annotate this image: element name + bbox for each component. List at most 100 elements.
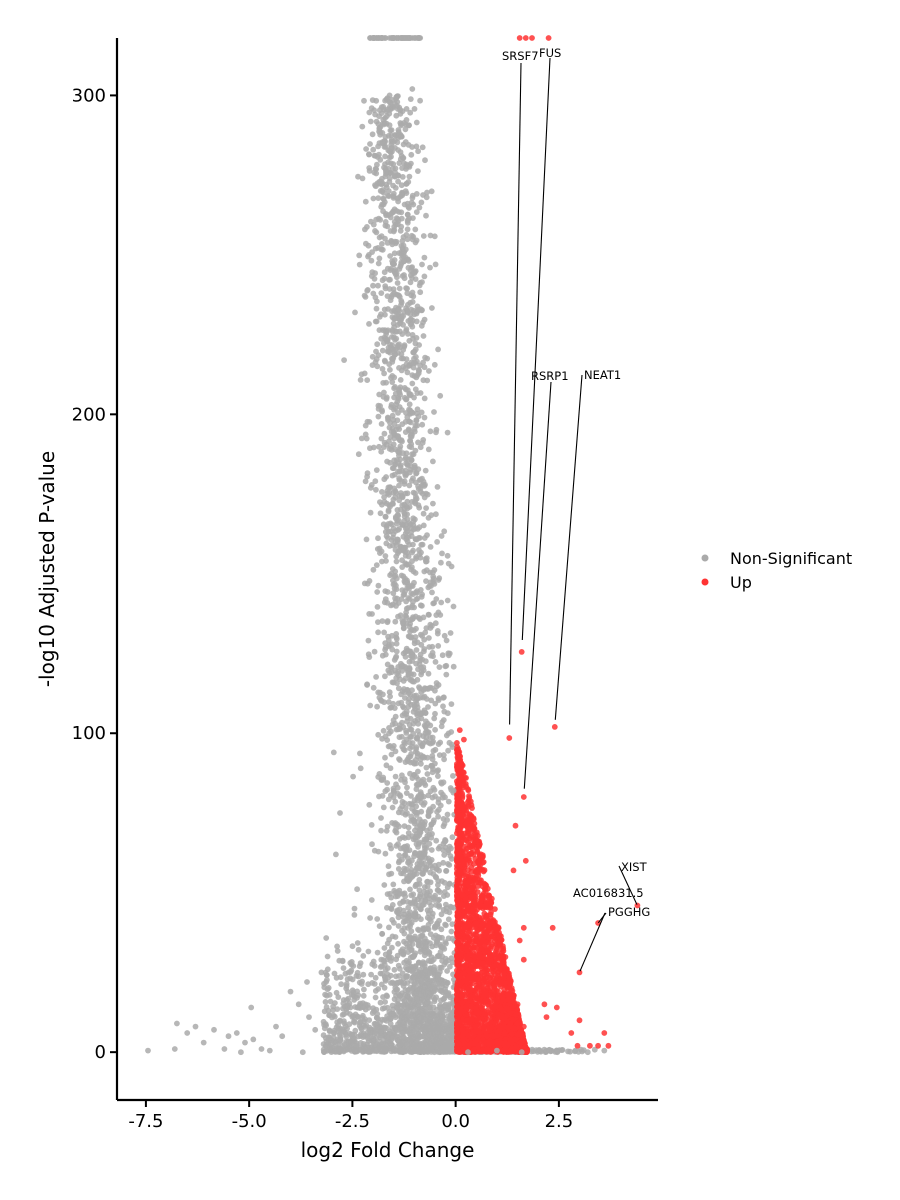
non-significant-point [416, 282, 423, 289]
non-significant-point [386, 122, 393, 129]
non-significant-point [403, 471, 410, 478]
non-significant-point [396, 426, 403, 432]
non-significant-point [381, 139, 388, 146]
non-significant-point [325, 985, 332, 991]
non-significant-point [424, 754, 431, 761]
non-significant-point [387, 127, 394, 134]
non-significant-point [396, 160, 403, 167]
non-significant-point [408, 391, 414, 398]
non-significant-point [418, 1047, 425, 1054]
non-significant-point [383, 533, 390, 539]
non-significant-point [390, 465, 397, 472]
non-significant-point [390, 679, 397, 686]
non-significant-point [343, 983, 350, 989]
non-significant-point [372, 245, 379, 252]
non-significant-point [420, 1041, 426, 1048]
non-significant-point [334, 948, 341, 954]
non-significant-point [409, 941, 416, 947]
non-significant-point [418, 541, 425, 548]
non-significant-point [442, 986, 448, 992]
non-significant-point [403, 708, 410, 715]
non-significant-point [371, 35, 377, 41]
non-significant-point [393, 631, 400, 637]
non-significant-point [416, 367, 422, 374]
non-significant-point [381, 599, 388, 606]
non-significant-point [433, 511, 439, 518]
non-significant-point [350, 773, 356, 780]
non-significant-point [424, 532, 430, 538]
non-significant-point [435, 643, 442, 649]
non-significant-point [381, 357, 388, 364]
non-significant-point [374, 589, 381, 595]
non-significant-point [441, 1021, 448, 1027]
non-significant-point [401, 478, 408, 485]
non-significant-point [395, 410, 401, 416]
non-significant-point [371, 169, 378, 176]
non-significant-point [429, 305, 435, 311]
non-significant-point [377, 510, 384, 517]
non-significant-point [413, 554, 419, 560]
non-significant-point [379, 1016, 386, 1023]
non-significant-point [411, 637, 418, 644]
non-significant-point [425, 1022, 431, 1029]
non-significant-point [427, 1004, 433, 1011]
non-significant-point [359, 123, 366, 130]
non-significant-point [399, 1025, 405, 1031]
non-significant-point [435, 767, 441, 774]
non-significant-point [404, 414, 411, 421]
non-significant-point [444, 552, 451, 559]
non-significant-point [412, 226, 419, 233]
non-significant-point [343, 1031, 349, 1038]
non-significant-point [381, 121, 387, 128]
non-significant-point [434, 484, 441, 490]
non-significant-point [416, 887, 423, 893]
non-significant-point [379, 408, 385, 415]
non-significant-point [352, 1027, 359, 1034]
non-significant-point [353, 973, 360, 979]
non-significant-point [368, 257, 375, 264]
non-significant-point [441, 756, 447, 763]
non-significant-point [422, 710, 429, 716]
non-significant-point [413, 119, 420, 126]
non-significant-point [407, 916, 414, 922]
non-significant-point [369, 980, 376, 986]
non-significant-point [443, 732, 450, 739]
non-significant-point [367, 702, 374, 709]
non-significant-point [415, 168, 421, 175]
non-significant-point [445, 1034, 452, 1040]
non-significant-point [433, 680, 440, 686]
non-significant-point [421, 483, 428, 489]
non-significant-point [376, 151, 382, 158]
non-significant-point [408, 525, 415, 532]
non-significant-point [348, 1039, 355, 1046]
non-significant-point [389, 979, 396, 986]
non-significant-point [384, 823, 391, 830]
non-significant-point [347, 975, 354, 982]
non-significant-point [419, 656, 426, 663]
non-significant-point [376, 255, 383, 262]
non-significant-point [374, 703, 380, 710]
non-significant-point [357, 377, 364, 383]
non-significant-point [374, 916, 381, 922]
non-significant-point [404, 369, 411, 376]
non-significant-point [389, 933, 396, 940]
non-significant-point [429, 983, 436, 990]
non-significant-point [429, 756, 436, 763]
non-significant-point [429, 914, 436, 920]
non-significant-point [323, 1044, 330, 1050]
non-significant-point [367, 118, 374, 125]
non-significant-point [397, 377, 404, 383]
non-significant-point [428, 903, 434, 909]
non-significant-point [387, 276, 393, 283]
non-significant-point [362, 294, 369, 300]
non-significant-point [405, 987, 412, 993]
non-significant-point [370, 1035, 377, 1042]
non-significant-point [364, 1002, 371, 1008]
non-significant-point [413, 781, 420, 788]
non-significant-point [417, 390, 424, 396]
non-significant-point [399, 35, 406, 41]
non-significant-point [407, 745, 413, 752]
non-significant-point [403, 386, 409, 393]
non-significant-point [370, 566, 377, 573]
non-significant-point [348, 991, 355, 998]
